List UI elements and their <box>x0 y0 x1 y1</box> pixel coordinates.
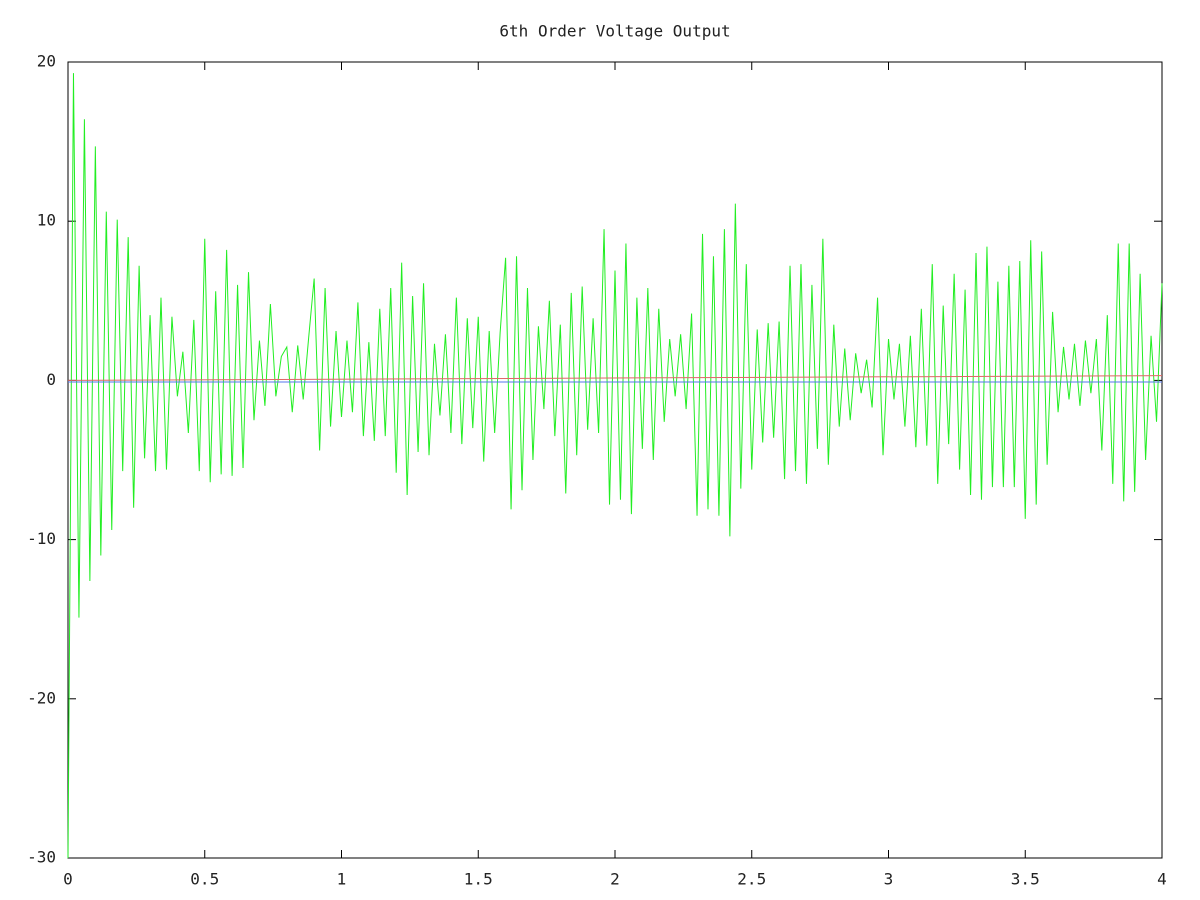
x-tick-label: 4 <box>1157 870 1167 889</box>
chart-title: 6th Order Voltage Output <box>499 22 730 41</box>
data-line <box>67 73 1163 859</box>
data-line <box>67 375 1163 381</box>
x-tick-label: 1.5 <box>464 870 493 889</box>
y-tick-label: -20 <box>27 688 56 707</box>
x-tick-label: 3 <box>884 870 894 889</box>
y-tick-label: -30 <box>27 848 56 867</box>
x-tick-label: 2 <box>610 870 620 889</box>
x-tick-label: 2.5 <box>737 870 766 889</box>
y-tick-label: 20 <box>37 52 56 71</box>
x-tick-label: 3.5 <box>1011 870 1040 889</box>
y-tick-label: 10 <box>37 211 56 230</box>
x-tick-label: 1 <box>337 870 347 889</box>
x-tick-label: 0 <box>63 870 73 889</box>
x-tick-label: 0.5 <box>190 870 219 889</box>
y-tick-label: 0 <box>46 370 56 389</box>
y-tick-label: -10 <box>27 529 56 548</box>
